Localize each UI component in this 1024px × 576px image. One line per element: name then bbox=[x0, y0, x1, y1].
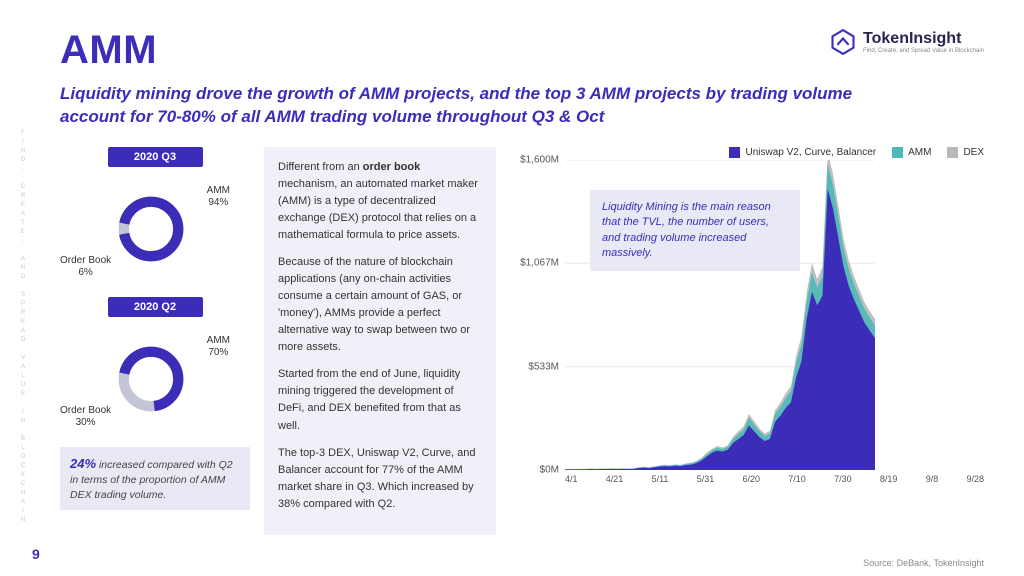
x-axis-label: 7/10 bbox=[788, 474, 806, 484]
donut-q3-ob-label: Order Book6% bbox=[60, 255, 111, 279]
brand-logo-name: TokenInsight bbox=[863, 30, 984, 48]
left-callout: 24% increased compared with Q2 in terms … bbox=[60, 447, 250, 511]
legend-item: Uniswap V2, Curve, Balancer bbox=[729, 147, 876, 158]
legend-item: DEX bbox=[947, 147, 984, 158]
page-number: 9 bbox=[32, 546, 40, 562]
y-axis-label: $0M bbox=[540, 464, 559, 475]
period-q3-label: 2020 Q3 bbox=[108, 147, 203, 167]
page-subtitle: Liquidity mining drove the growth of AMM… bbox=[60, 83, 880, 129]
x-axis-label: 5/31 bbox=[697, 474, 715, 484]
period-q2-label: 2020 Q2 bbox=[108, 297, 203, 317]
description-panel: Different from an order book mechanism, … bbox=[264, 147, 496, 535]
page-title: AMM bbox=[60, 28, 157, 73]
desc-p2: Because of the nature of blockchain appl… bbox=[278, 254, 482, 356]
donut-q2-amm-label: AMM70% bbox=[207, 335, 230, 359]
legend-item: AMM bbox=[892, 147, 931, 158]
source-attribution: Source: DeBank, TokenInsight bbox=[863, 558, 984, 568]
x-axis-label: 6/20 bbox=[743, 474, 761, 484]
y-axis-label: $1,600M bbox=[520, 154, 559, 165]
y-axis-label: $1,067M bbox=[520, 258, 559, 269]
x-axis-label: 7/30 bbox=[834, 474, 852, 484]
x-axis-label: 4/1 bbox=[565, 474, 578, 484]
brand-logo: TokenInsight Find, Create, and Spread Va… bbox=[829, 28, 984, 56]
brand-logo-icon bbox=[829, 28, 857, 56]
donut-q2-ob-label: Order Book30% bbox=[60, 405, 111, 429]
x-axis-label: 8/19 bbox=[880, 474, 898, 484]
side-tagline: FIND, CREATE, AND SPREAD VALUE IN BLOCKC… bbox=[20, 130, 26, 535]
desc-p1: Different from an order book mechanism, … bbox=[278, 159, 482, 244]
x-axis-label: 5/11 bbox=[652, 474, 669, 484]
desc-p3: Started from the end of June, liquidity … bbox=[278, 366, 482, 434]
chart-legend: Uniswap V2, Curve, Balancer AMM DEX bbox=[510, 147, 984, 158]
chart-callout: Liquidity Mining is the main reason that… bbox=[590, 190, 800, 272]
x-axis-label: 9/8 bbox=[926, 474, 939, 484]
x-axis-label: 4/21 bbox=[606, 474, 624, 484]
x-axis-label: 9/28 bbox=[966, 474, 984, 484]
area-chart: $1,600M$1,067M$533M$0M 4/14/215/115/316/… bbox=[510, 160, 984, 500]
desc-p4: The top-3 DEX, Uniswap V2, Curve, and Ba… bbox=[278, 445, 482, 513]
donut-q3-amm-label: AMM94% bbox=[207, 185, 230, 209]
y-axis-label: $533M bbox=[528, 361, 559, 372]
donut-chart-q3: AMM94% Order Book6% bbox=[60, 173, 240, 293]
donut-chart-q2: AMM70% Order Book30% bbox=[60, 323, 240, 443]
brand-logo-tagline: Find, Create, and Spread Value in Blockc… bbox=[863, 48, 984, 54]
